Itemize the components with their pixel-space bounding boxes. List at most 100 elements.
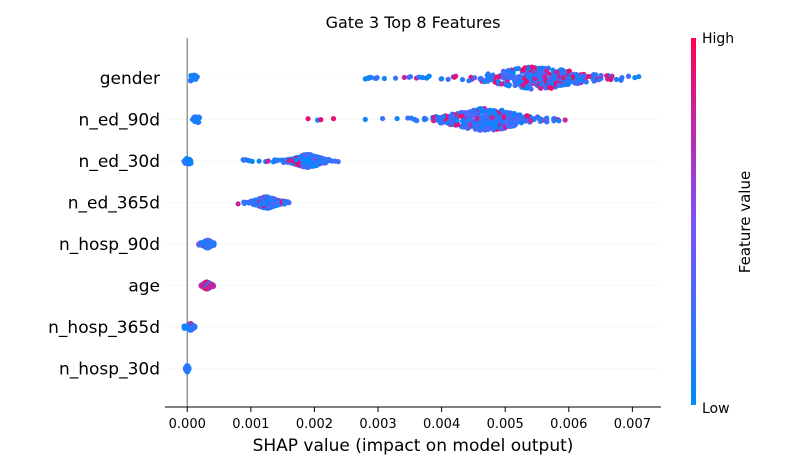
data-point <box>258 200 264 206</box>
data-point <box>523 118 529 124</box>
feature-label: age <box>128 277 160 297</box>
data-point <box>466 78 472 84</box>
data-point <box>312 159 318 165</box>
data-point <box>527 81 533 87</box>
x-tick-label: 0.000 <box>169 417 206 432</box>
data-point <box>524 85 530 91</box>
data-point <box>543 68 550 74</box>
data-point <box>204 241 211 247</box>
data-point <box>507 123 514 129</box>
data-point <box>512 116 518 122</box>
data-point <box>529 64 535 70</box>
data-point <box>465 118 471 124</box>
data-point <box>484 126 490 132</box>
x-tick-label: 0.004 <box>423 417 460 432</box>
data-point <box>424 75 430 81</box>
data-point <box>487 107 493 113</box>
data-point <box>188 157 194 164</box>
data-point <box>496 74 502 80</box>
data-point <box>286 157 292 164</box>
data-point <box>554 69 560 75</box>
x-axis-label: SHAP value (impact on model output) <box>253 436 574 456</box>
x-tick-label: 0.007 <box>614 417 651 432</box>
data-point <box>293 157 299 163</box>
data-point <box>549 79 555 85</box>
feature-label: gender <box>100 69 160 89</box>
data-point <box>636 73 642 80</box>
data-point <box>551 75 558 81</box>
data-point <box>596 77 602 83</box>
data-point <box>392 75 399 81</box>
data-point <box>322 157 328 163</box>
data-point <box>189 324 195 330</box>
data-point <box>199 282 205 288</box>
data-point <box>536 67 542 73</box>
data-point <box>503 120 509 126</box>
feature-label: n_ed_365d <box>68 194 160 214</box>
data-point <box>619 75 625 81</box>
data-point <box>272 157 278 163</box>
data-point <box>205 284 211 290</box>
data-point <box>474 110 480 117</box>
x-axis-ticks: 0.000 0.001 0.002 0.003 0.004 0.005 0.006 0.007 <box>169 407 651 432</box>
data-point <box>590 76 596 82</box>
data-point <box>507 110 513 116</box>
data-point <box>381 75 387 82</box>
data-point <box>282 199 288 205</box>
data-point <box>451 74 457 80</box>
data-point <box>484 120 490 127</box>
data-point <box>196 242 202 248</box>
data-point <box>448 115 454 121</box>
data-point <box>520 67 526 73</box>
data-point <box>581 73 587 79</box>
feature-label: n_hosp_30d <box>59 360 160 380</box>
feature-label: n_ed_90d <box>79 111 160 131</box>
feature-label: n_hosp_365d <box>48 318 160 338</box>
data-point <box>332 158 338 164</box>
data-points <box>181 64 642 375</box>
data-point <box>625 73 632 79</box>
data-point <box>515 65 522 72</box>
data-point <box>419 74 426 81</box>
data-point <box>241 200 247 207</box>
data-point <box>571 79 577 85</box>
data-point <box>362 116 368 123</box>
data-point <box>541 76 548 82</box>
data-point <box>555 82 562 89</box>
data-point <box>517 78 523 85</box>
data-point <box>560 75 566 81</box>
colorbar-low-label: Low <box>702 401 730 417</box>
data-point <box>330 116 337 122</box>
data-point <box>411 116 418 122</box>
data-point <box>445 76 451 82</box>
data-point <box>556 118 562 124</box>
data-point <box>562 81 568 87</box>
data-point <box>582 78 589 84</box>
x-tick-label: 0.002 <box>296 417 333 432</box>
data-point <box>379 115 386 122</box>
data-point <box>524 113 530 119</box>
data-point <box>540 81 546 87</box>
data-point <box>303 152 310 158</box>
data-point <box>193 118 199 124</box>
data-point <box>279 157 285 163</box>
data-point <box>538 76 544 82</box>
data-point <box>479 117 485 123</box>
data-point <box>548 85 554 91</box>
data-point <box>562 117 568 123</box>
data-point <box>613 76 620 83</box>
data-point <box>495 117 502 124</box>
data-point <box>401 74 407 81</box>
feature-label: n_ed_30d <box>79 152 160 172</box>
data-point <box>512 82 518 88</box>
data-point <box>605 76 611 82</box>
data-point <box>528 118 534 124</box>
data-point <box>256 158 262 164</box>
row-guide-lines <box>165 77 661 369</box>
data-point <box>566 75 572 82</box>
x-tick-label: 0.001 <box>232 417 269 432</box>
data-point <box>528 86 534 92</box>
data-point <box>250 200 256 207</box>
data-point <box>510 74 516 81</box>
data-point <box>551 116 557 122</box>
